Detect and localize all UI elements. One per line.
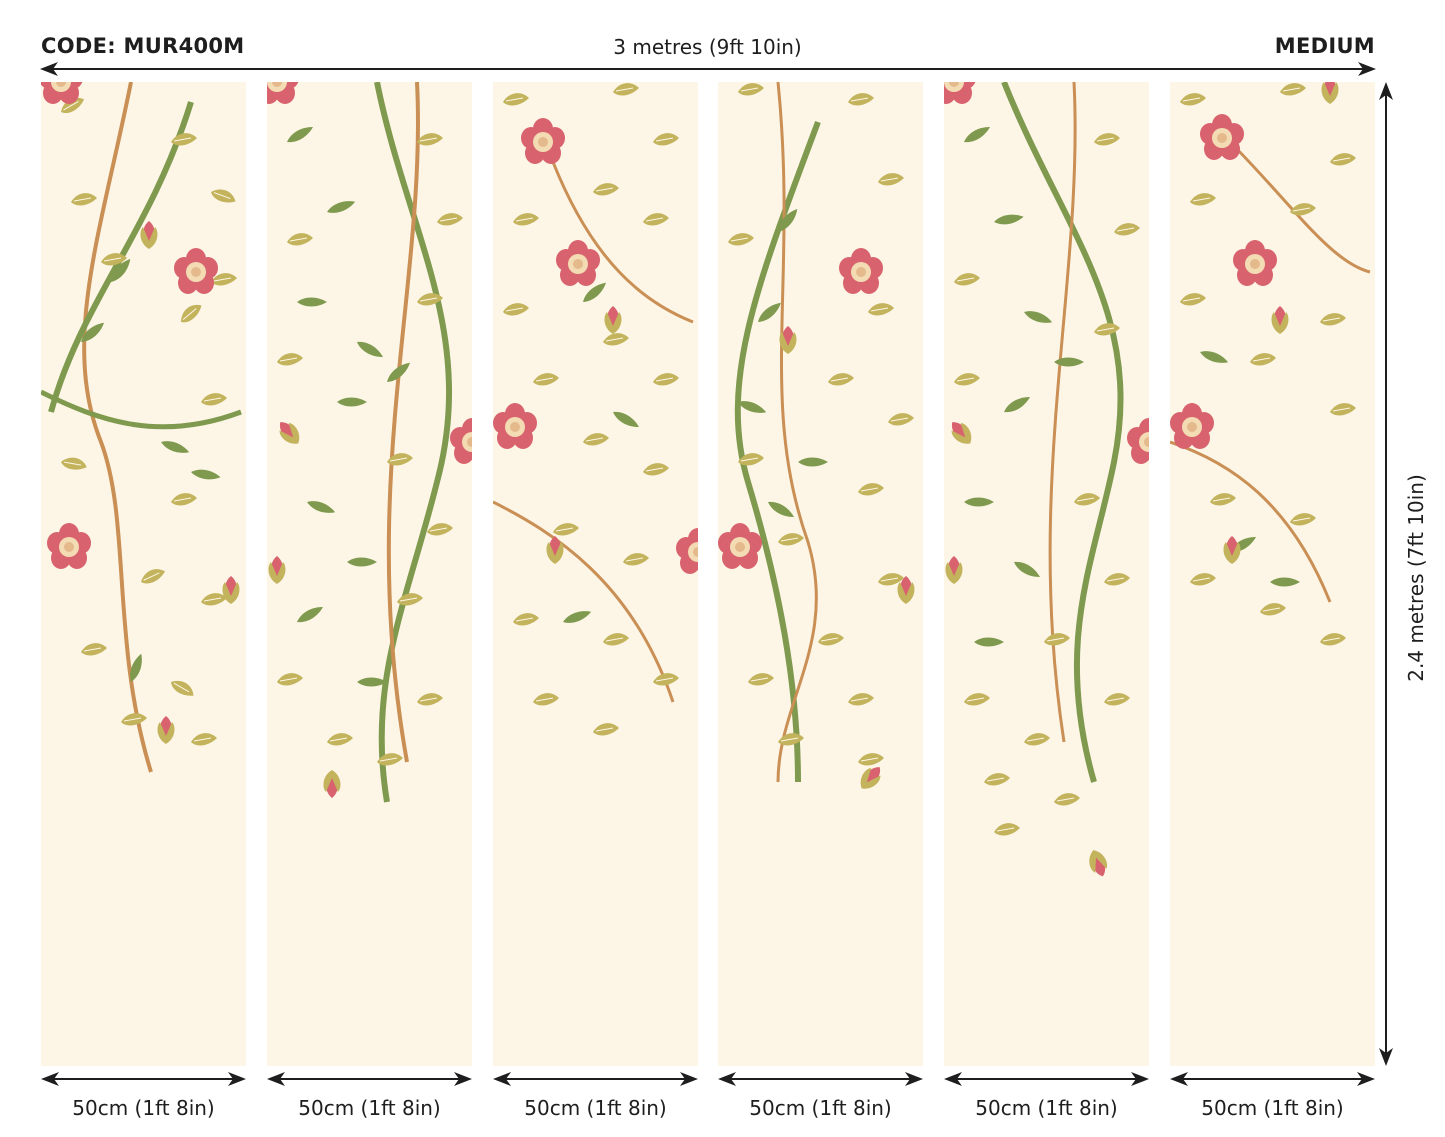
panel-width-3: 50cm (1ft 8in): [493, 1066, 698, 1136]
total-width-arrow-icon: [40, 62, 1376, 76]
floral-pattern-icon: [267, 82, 472, 803]
panel-width-label: 50cm (1ft 8in): [298, 1096, 441, 1120]
wallpaper-panel-3: [493, 82, 698, 1066]
double-arrow-icon: [944, 1072, 1149, 1086]
wallpaper-panel-4: [718, 82, 923, 1066]
panel-width-2: 50cm (1ft 8in): [267, 1066, 472, 1136]
wallpaper-panel-6: [1170, 82, 1375, 1066]
double-arrow-icon: [267, 1072, 472, 1086]
product-code: CODE: MUR400M: [41, 34, 245, 58]
panel-width-5: 50cm (1ft 8in): [944, 1066, 1149, 1136]
panel-width-label: 50cm (1ft 8in): [1201, 1096, 1344, 1120]
wallpaper-panel-1: [41, 82, 246, 1066]
floral-pattern-icon: [41, 82, 242, 773]
floral-pattern-icon: [493, 82, 698, 736]
size-label: MEDIUM: [1274, 34, 1375, 58]
double-arrow-icon: [1170, 1072, 1375, 1086]
wallpaper-panel-2: [267, 82, 472, 1066]
floral-pattern-icon: [944, 82, 1149, 880]
panel-width-6: 50cm (1ft 8in): [1170, 1066, 1375, 1136]
wallpaper-panel-5: [944, 82, 1149, 1066]
total-width-label: 3 metres (9ft 10in): [613, 35, 802, 59]
double-arrow-icon: [493, 1072, 698, 1086]
panel-width-label: 50cm (1ft 8in): [975, 1096, 1118, 1120]
total-height-arrow-icon: [1379, 82, 1393, 1066]
panel-width-label: 50cm (1ft 8in): [72, 1096, 215, 1120]
floral-pattern-icon: [1170, 82, 1371, 646]
double-arrow-icon: [718, 1072, 923, 1086]
floral-pattern-icon: [718, 82, 915, 794]
panel-width-4: 50cm (1ft 8in): [718, 1066, 923, 1136]
panel-width-1: 50cm (1ft 8in): [41, 1066, 246, 1136]
panel-width-label: 50cm (1ft 8in): [749, 1096, 892, 1120]
double-arrow-icon: [41, 1072, 246, 1086]
panel-width-label: 50cm (1ft 8in): [524, 1096, 667, 1120]
